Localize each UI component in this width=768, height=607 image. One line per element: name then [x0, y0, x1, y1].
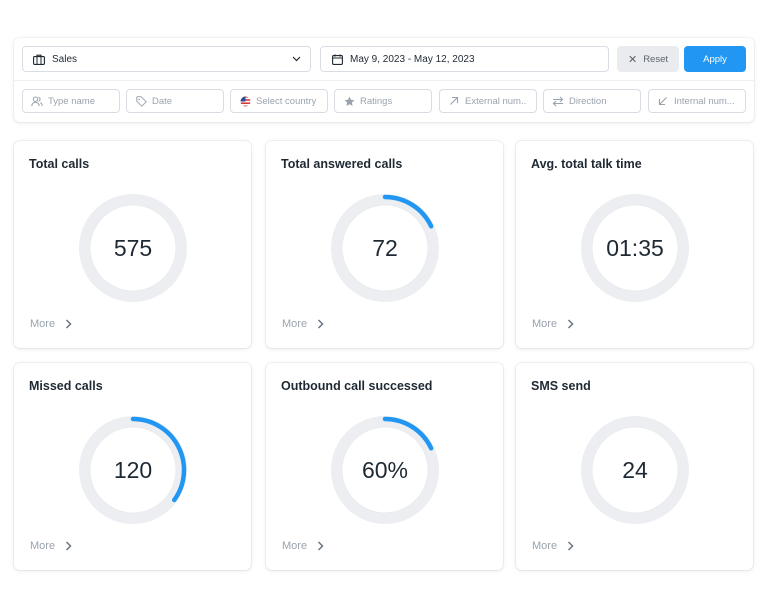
stat-card-sms-send: SMS send 24 More [516, 363, 753, 570]
more-link-label: More [30, 318, 56, 330]
progress-ring-track [79, 194, 187, 302]
calendar-icon [330, 52, 344, 66]
stat-card-title: SMS send [531, 379, 591, 393]
progress-ring-arc [382, 416, 434, 451]
more-link[interactable]: More [30, 318, 73, 330]
internal-number-filter-label: Internal num... [674, 95, 735, 107]
filter-panel: Sales May 9, 2023 - May 12, 2023 ✕ Reset… [14, 38, 754, 122]
date-filter[interactable]: Date [126, 89, 224, 113]
stat-card-title: Total calls [29, 157, 90, 171]
close-icon: ✕ [627, 53, 638, 66]
more-link[interactable]: More [532, 318, 575, 330]
reset-button[interactable]: ✕ Reset [617, 46, 679, 72]
stat-card-value: 575 [113, 234, 153, 261]
stat-card-outbound-call-successed: Outbound call successed 60% More [266, 363, 503, 570]
country-filter[interactable]: Select country [230, 89, 328, 113]
more-link[interactable]: More [282, 318, 325, 330]
ratings-filter-label: Ratings [360, 95, 393, 107]
stat-card-value: 24 [622, 456, 648, 483]
progress-ring-inner-edge [89, 426, 177, 514]
progress-ring-inner-edge [341, 204, 429, 292]
more-link[interactable]: More [30, 540, 73, 552]
progress-ring-arc [130, 416, 187, 503]
internal-number-filter[interactable]: Internal num... [648, 89, 746, 113]
progress-ring-track [581, 416, 689, 524]
more-link-label: More [532, 540, 558, 552]
reset-button-label: Reset [643, 53, 669, 65]
filter-row-primary: Sales May 9, 2023 - May 12, 2023 ✕ Reset… [22, 46, 746, 72]
ratings-filter[interactable]: Ratings [334, 89, 432, 113]
more-link[interactable]: More [282, 540, 325, 552]
more-link[interactable]: More [532, 540, 575, 552]
chevron-right-icon [317, 541, 325, 551]
progress-ring-track [331, 416, 439, 524]
users-icon [31, 95, 43, 107]
stat-card-title: Missed calls [29, 379, 103, 393]
progress-ring-inner-edge [89, 204, 177, 292]
progress-ring-arc [382, 194, 434, 229]
apply-button[interactable]: Apply [684, 46, 746, 72]
progress-ring [331, 416, 439, 524]
more-link-label: More [532, 318, 558, 330]
stat-card-value: 60% [361, 456, 409, 483]
department-select-value: Sales [52, 53, 78, 65]
progress-ring-track [581, 194, 689, 302]
chevron-right-icon [567, 319, 575, 329]
direction-filter[interactable]: Direction [543, 89, 641, 113]
stat-card-total-calls: Total calls 575 More [14, 141, 251, 348]
chevron-right-icon [317, 319, 325, 329]
stat-card-avg-total-talk-time: Avg. total talk time 01:35 More [516, 141, 753, 348]
chevron-right-icon [65, 319, 73, 329]
chevron-down-icon [291, 54, 301, 64]
stat-card-value: 01:35 [606, 234, 664, 261]
filter-divider [14, 80, 754, 81]
swap-arrows-icon [552, 95, 564, 107]
progress-ring [79, 194, 187, 302]
chevron-right-icon [65, 541, 73, 551]
progress-ring [581, 194, 689, 302]
progress-ring [79, 416, 187, 524]
progress-ring-track [331, 194, 439, 302]
direction-filter-label: Direction [569, 95, 607, 107]
department-select[interactable]: Sales [22, 46, 311, 72]
date-range-picker[interactable]: May 9, 2023 - May 12, 2023 [320, 46, 609, 72]
progress-ring-track [79, 416, 187, 524]
external-number-filter[interactable]: External num.. [439, 89, 537, 113]
progress-ring-inner-edge [591, 204, 679, 292]
type-name-filter[interactable]: Type name [22, 89, 120, 113]
progress-ring [581, 416, 689, 524]
stat-card-title: Outbound call successed [281, 379, 433, 393]
us-flag-icon [239, 95, 251, 107]
star-icon [343, 95, 355, 107]
progress-ring-inner-edge [591, 426, 679, 514]
stat-card-value: 120 [113, 456, 153, 483]
stat-card-title: Total answered calls [281, 157, 403, 171]
type-name-filter-label: Type name [48, 95, 95, 107]
briefcase-icon [32, 52, 46, 66]
more-link-label: More [282, 318, 308, 330]
arrow-down-left-icon [657, 95, 669, 107]
progress-ring-inner-edge [341, 426, 429, 514]
country-filter-label: Select country [256, 95, 317, 107]
stat-card-title: Avg. total talk time [531, 157, 642, 171]
stat-card-total-answered-calls: Total answered calls 72 More [266, 141, 503, 348]
filter-row-secondary: Type name Date Select country Ratings Ex… [22, 89, 746, 113]
external-number-filter-label: External num.. [465, 95, 527, 107]
progress-ring [331, 194, 439, 302]
more-link-label: More [282, 540, 308, 552]
tag-icon [135, 95, 147, 107]
apply-button-label: Apply [703, 53, 727, 65]
chevron-right-icon [567, 541, 575, 551]
more-link-label: More [30, 540, 56, 552]
stat-card-value: 72 [372, 234, 398, 261]
arrow-up-right-icon [448, 95, 460, 107]
stat-card-missed-calls: Missed calls 120 More [14, 363, 251, 570]
date-filter-label: Date [152, 95, 173, 107]
date-range-value: May 9, 2023 - May 12, 2023 [350, 53, 475, 65]
